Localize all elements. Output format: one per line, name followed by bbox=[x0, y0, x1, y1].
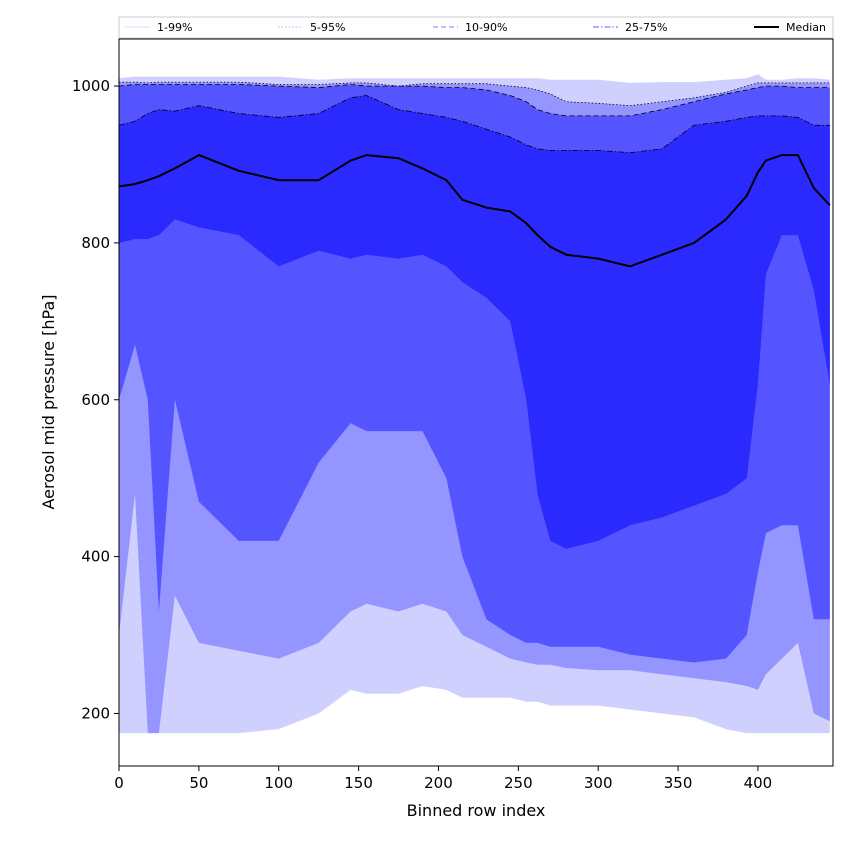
y-tick-label: 200 bbox=[81, 704, 110, 722]
y-axis: 200 400 600 800 1000 bbox=[72, 77, 119, 722]
x-tick-label: 250 bbox=[504, 774, 533, 792]
x-tick-label: 150 bbox=[344, 774, 373, 792]
y-axis-label: Aerosol mid pressure [hPa] bbox=[39, 294, 58, 509]
median-line bbox=[119, 154, 831, 268]
y-tick-label: 600 bbox=[81, 391, 110, 409]
x-tick-label: 0 bbox=[114, 774, 124, 792]
x-tick-label: 100 bbox=[264, 774, 293, 792]
bands-layer bbox=[119, 74, 830, 734]
median-layer bbox=[119, 154, 831, 268]
x-tick-label: 200 bbox=[424, 774, 453, 792]
x-tick-label: 400 bbox=[744, 774, 773, 792]
x-axis-label: Binned row index bbox=[407, 801, 546, 820]
band-upper-edge-3 bbox=[119, 84, 830, 117]
plot-frame bbox=[118, 38, 834, 767]
legend-label-1: 1-99% bbox=[157, 21, 192, 34]
legend-label-2: 5-95% bbox=[310, 21, 345, 34]
x-axis: 0 50 100 150 200 250 300 350 400 bbox=[114, 766, 772, 792]
legend-label-4: 25-75% bbox=[625, 21, 667, 34]
x-tick-label: 300 bbox=[584, 774, 613, 792]
x-tick-label: 350 bbox=[664, 774, 693, 792]
legend: 1-99% 5-95% 10-90% 25-75% Median bbox=[118, 16, 834, 39]
legend-label-3: 10-90% bbox=[465, 21, 507, 34]
y-tick-label: 400 bbox=[81, 548, 110, 566]
y-tick-label: 1000 bbox=[72, 77, 110, 95]
band-upper-edge-4 bbox=[119, 95, 830, 154]
legend-label-5: Median bbox=[786, 21, 826, 34]
band-upper-edge-2 bbox=[119, 81, 830, 107]
band-area-4 bbox=[119, 95, 830, 549]
legend-box bbox=[118, 16, 834, 39]
y-tick-label: 800 bbox=[81, 234, 110, 252]
x-tick-label: 50 bbox=[189, 774, 208, 792]
